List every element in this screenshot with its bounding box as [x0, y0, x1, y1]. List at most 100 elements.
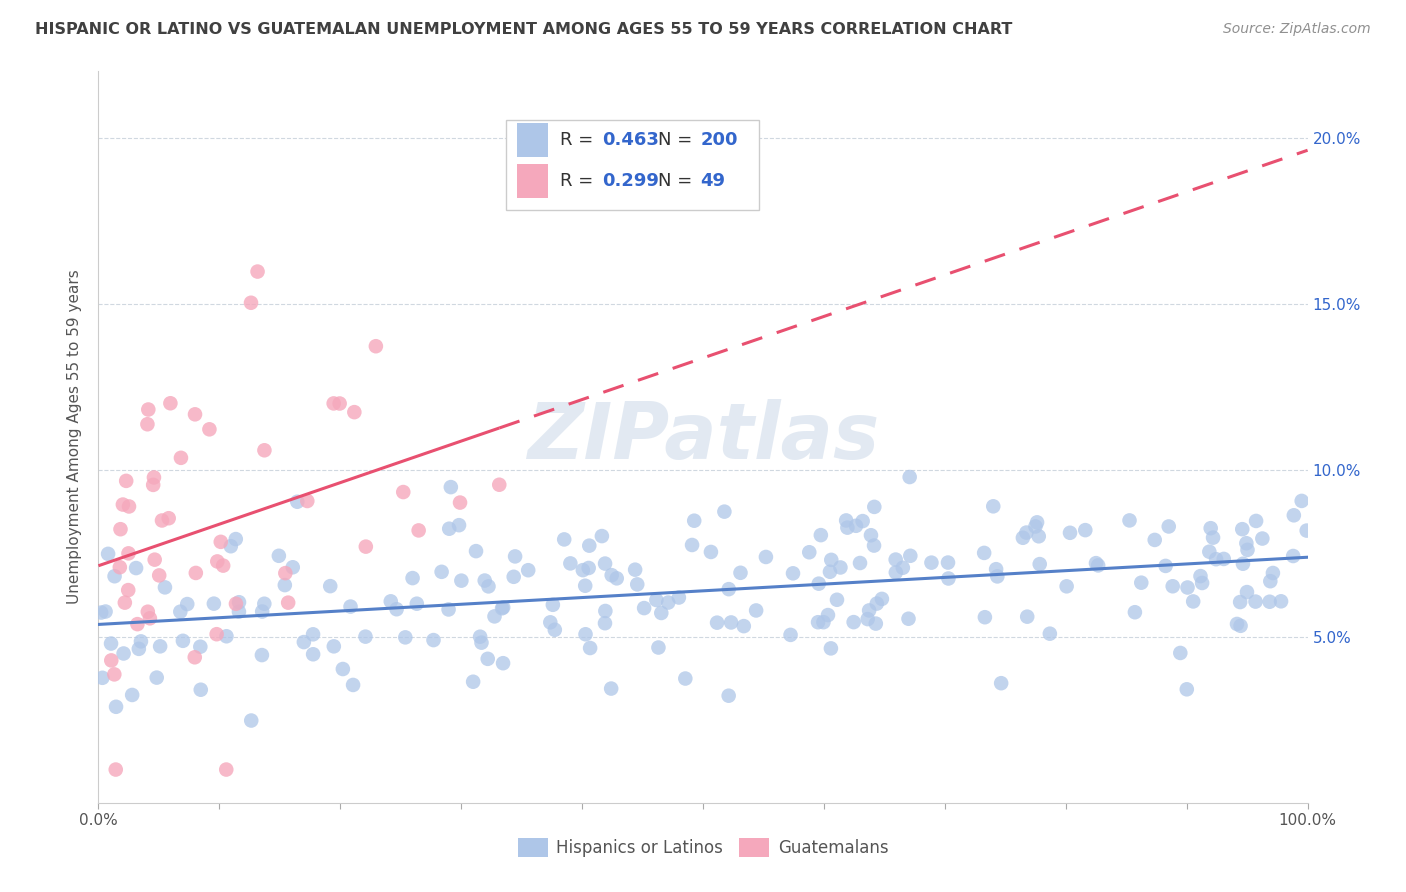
Point — [364, 339, 387, 353]
Point — [1282, 549, 1305, 563]
Point — [720, 615, 742, 630]
Point — [1236, 585, 1258, 599]
Point — [1282, 508, 1305, 523]
Point — [117, 583, 139, 598]
Point — [859, 528, 882, 542]
Text: Source: ZipAtlas.com: Source: ZipAtlas.com — [1223, 22, 1371, 37]
Point — [246, 264, 269, 278]
Point — [184, 407, 207, 421]
Point — [339, 599, 361, 614]
Point — [104, 763, 127, 777]
Point — [170, 450, 193, 465]
Point — [470, 635, 492, 649]
Point — [936, 556, 959, 570]
Point — [100, 653, 122, 667]
Point — [292, 635, 315, 649]
Point — [1229, 595, 1251, 609]
Point — [745, 603, 768, 617]
Point — [112, 647, 135, 661]
Point — [807, 615, 830, 630]
Point — [354, 630, 377, 644]
Point — [240, 714, 263, 728]
Point — [108, 560, 131, 574]
Point — [153, 580, 176, 594]
Point — [1118, 513, 1140, 527]
Point — [779, 628, 801, 642]
Point — [884, 552, 907, 566]
Point — [1074, 523, 1097, 537]
Point — [1143, 533, 1166, 547]
Point — [136, 417, 159, 432]
Point — [228, 595, 250, 609]
Point — [209, 534, 232, 549]
Point — [1056, 579, 1078, 593]
Point — [105, 699, 128, 714]
Point — [1017, 609, 1039, 624]
Point — [103, 569, 125, 583]
Text: N =: N = — [658, 172, 697, 190]
Point — [717, 689, 740, 703]
Point — [574, 627, 596, 641]
Text: 0.299: 0.299 — [602, 172, 658, 190]
Point — [94, 605, 117, 619]
Legend: Hispanics or Latinos, Guatemalans: Hispanics or Latinos, Guatemalans — [510, 831, 896, 864]
Point — [97, 547, 120, 561]
Point — [600, 681, 623, 696]
Point — [1012, 531, 1035, 545]
Point — [188, 640, 211, 654]
Point — [274, 566, 297, 581]
Point — [114, 596, 136, 610]
Point — [1291, 494, 1313, 508]
Point — [820, 553, 842, 567]
Point — [437, 602, 460, 616]
Point — [835, 513, 858, 527]
Point — [884, 566, 907, 580]
Point — [600, 568, 623, 582]
Point — [91, 671, 114, 685]
Point — [1251, 532, 1274, 546]
Point — [813, 615, 835, 630]
Point — [1244, 514, 1267, 528]
Point — [100, 636, 122, 650]
Point — [1232, 557, 1254, 571]
Point — [474, 574, 496, 588]
Point — [157, 511, 180, 525]
Point — [730, 566, 752, 580]
Point — [322, 396, 344, 410]
Point — [139, 611, 162, 625]
Point — [169, 605, 191, 619]
Point — [1232, 522, 1254, 536]
Point — [250, 648, 273, 662]
Point — [176, 597, 198, 611]
Point — [593, 557, 616, 571]
Point — [706, 615, 728, 630]
Point — [858, 603, 880, 617]
Point — [184, 566, 207, 580]
Point — [837, 521, 859, 535]
Point — [145, 671, 167, 685]
Point — [920, 556, 942, 570]
Point — [408, 524, 430, 538]
Point — [492, 600, 515, 615]
Point — [755, 549, 778, 564]
Point — [129, 634, 152, 648]
Point — [205, 627, 228, 641]
Point — [250, 605, 273, 619]
Point — [297, 494, 319, 508]
Point — [405, 597, 427, 611]
Point — [626, 577, 648, 591]
Point — [354, 540, 377, 554]
Point — [190, 682, 212, 697]
Point — [681, 538, 703, 552]
Point — [810, 528, 832, 542]
Point — [1015, 525, 1038, 540]
Point — [825, 592, 848, 607]
Text: 0.463: 0.463 — [602, 131, 658, 149]
Point — [463, 674, 485, 689]
Point — [897, 612, 920, 626]
Point — [818, 565, 841, 579]
Point — [842, 615, 865, 629]
Point — [593, 616, 616, 631]
Point — [973, 610, 995, 624]
Point — [645, 593, 668, 607]
